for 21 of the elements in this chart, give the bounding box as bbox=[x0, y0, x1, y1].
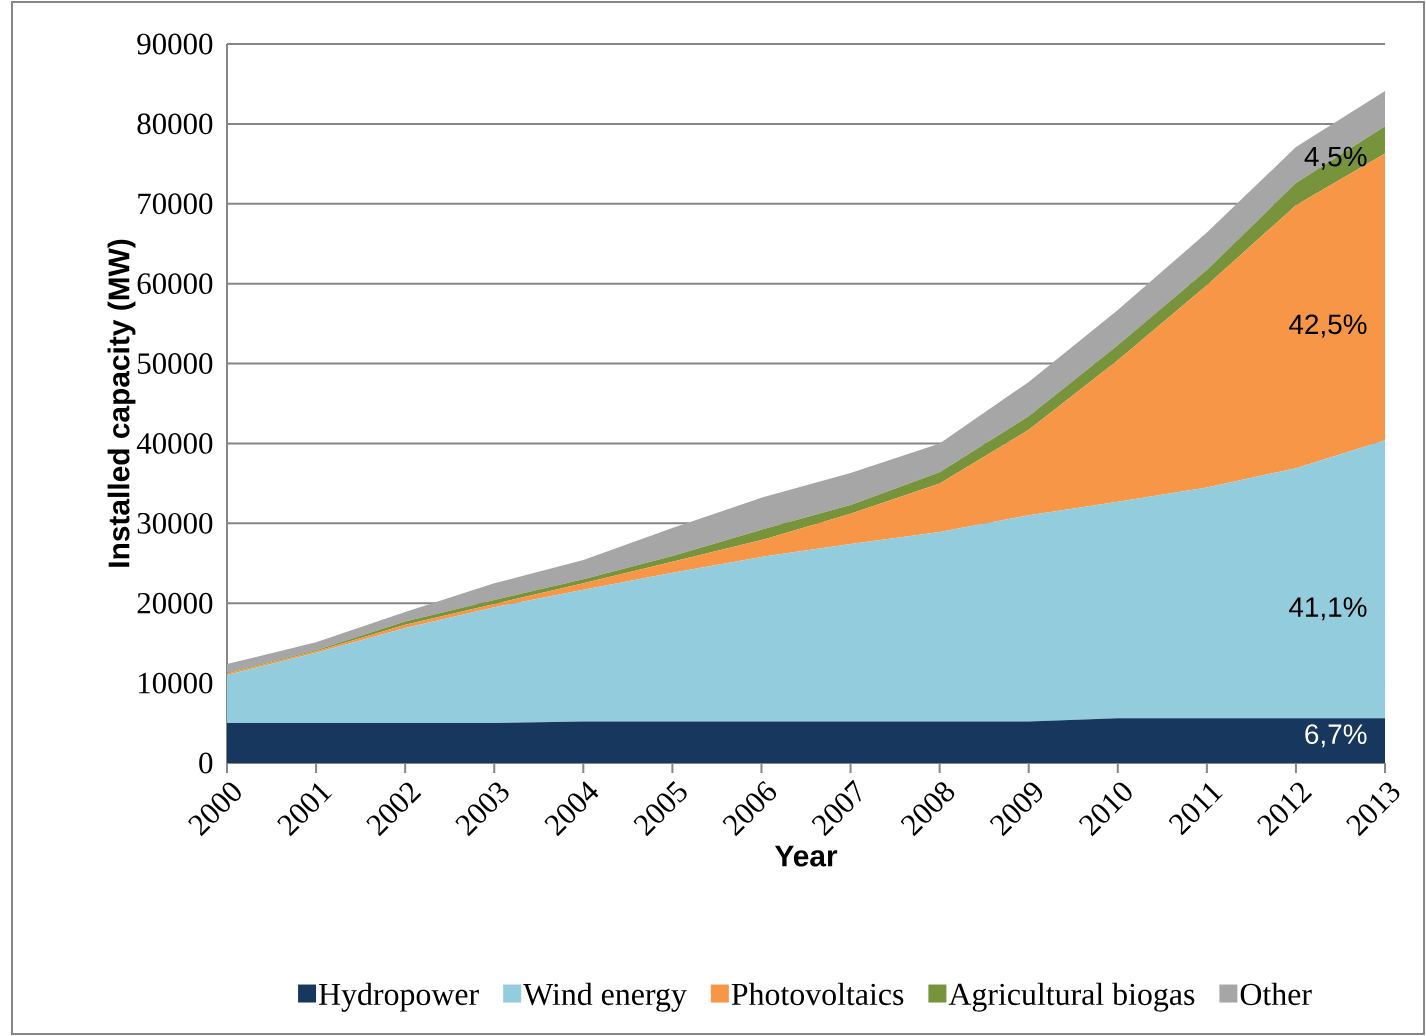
y-tick-label: 80000 bbox=[137, 113, 213, 135]
legend-label: Wind energy bbox=[523, 982, 687, 1012]
annotation: 6,7% bbox=[1305, 724, 1367, 748]
x-tick-label: 2011 bbox=[1168, 783, 1223, 836]
annotation: 41,1% bbox=[1289, 597, 1367, 621]
y-tick-label: 90000 bbox=[137, 33, 213, 55]
y-tick-label: 10000 bbox=[138, 672, 213, 694]
annotation: 42,5% bbox=[1289, 314, 1367, 338]
x-axis-title: Year bbox=[774, 845, 838, 867]
y-tick-label: 70000 bbox=[138, 193, 213, 215]
legend-label: Agricultural biogas bbox=[948, 982, 1195, 1012]
y-axis-title: Installed capacity (MW) bbox=[107, 239, 136, 567]
legend-label: Hydropower bbox=[318, 982, 479, 1012]
legend-label: Photovoltaics bbox=[731, 982, 904, 1006]
y-tick-label: 60000 bbox=[137, 273, 213, 295]
y-tick-label: 40000 bbox=[136, 433, 213, 454]
y-tick-label: 50000 bbox=[138, 353, 213, 374]
y-tick-label: 0 bbox=[199, 752, 213, 774]
legend-label: Other bbox=[1240, 982, 1312, 1006]
y-tick-label: 20000 bbox=[137, 592, 213, 614]
y-tick-label: 30000 bbox=[137, 512, 213, 534]
